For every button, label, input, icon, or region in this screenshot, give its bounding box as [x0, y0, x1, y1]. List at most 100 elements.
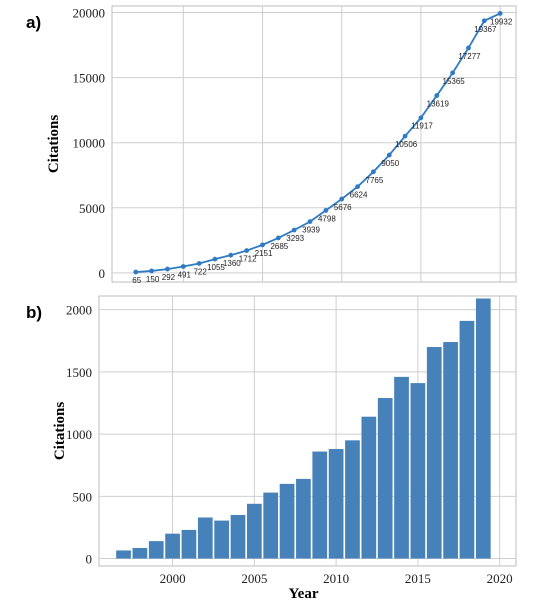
panel-a-y-tick-label: 15000: [73, 71, 106, 86]
panel-b-bar-2019: [475, 298, 491, 559]
panel-b-x-axis-label: Year: [289, 586, 319, 602]
panel-a-point: [244, 248, 250, 253]
panel-a-point: [307, 219, 313, 225]
panel-a-point: [165, 266, 170, 272]
panel-b-bar-2012: [361, 416, 377, 559]
panel-a-data-label: 3939: [302, 226, 320, 235]
panel-b-bar-2018: [459, 320, 475, 559]
panel-a-point: [497, 10, 503, 16]
panel-a-y-tick-label: 0: [99, 266, 106, 281]
panel-b-letter: b): [26, 303, 42, 322]
panel-b-bar-1999: [148, 541, 164, 559]
panel-a-data-label: 722: [193, 267, 207, 276]
panel-a-data-label: 13619: [427, 100, 450, 109]
panel-a-point: [481, 18, 487, 24]
panel-a-point: [466, 45, 471, 51]
panel-b-y-tick-label: 0: [86, 552, 93, 567]
panel-a-point: [275, 235, 281, 241]
panel-a-data-label: 1712: [239, 255, 257, 264]
panel-a-data-label: 17277: [458, 52, 481, 61]
panel-b-bar-1998: [132, 547, 148, 559]
panel-a-letter: a): [26, 13, 41, 32]
panel-a-data-label: 292: [162, 273, 176, 282]
panel-b-bar-2007: [279, 483, 295, 559]
panel-a-point: [402, 133, 408, 139]
panel-a-point: [228, 252, 234, 258]
panel-a-series-line: [135, 12, 501, 273]
panel-a-y-axis-label: Citations: [46, 115, 62, 174]
panel-b-bar-2000: [165, 533, 180, 559]
panel-b-bar-chart: b) 0 500 1000 1500 2000 2000 2005 2010 2015 2020…: [26, 295, 517, 602]
panel-a-data-label: 11917: [411, 122, 433, 131]
panel-a-data-label: 19932: [490, 17, 513, 26]
panel-b-x-tick-label: 2005: [241, 571, 267, 586]
panel-a-y-tick-label: 10000: [73, 136, 106, 151]
panel-a-point: [371, 169, 376, 175]
panel-b-bar-2005: [246, 503, 262, 559]
panel-a-point: [196, 261, 202, 266]
panel-b-y-tick-label: 1500: [66, 365, 92, 380]
panel-b-y-tick-label: 1000: [66, 427, 92, 442]
panel-b-plot-frame: [98, 295, 517, 567]
panel-b-bar-2013: [377, 398, 393, 559]
panel-a-data-label: 2151: [255, 249, 273, 258]
panel-b-bar-2008: [296, 478, 311, 559]
panel-b-bar-2011: [345, 440, 360, 559]
panel-b-bars: [116, 298, 491, 559]
panel-b-bar-2001: [181, 529, 197, 559]
panel-a-point: [418, 115, 424, 121]
panel-b-x-ticks: 2000 2005 2010 2015 2020: [160, 571, 513, 586]
panel-b-y-tick-label: 500: [73, 489, 93, 504]
panel-b-y-ticks: 0 500 1000 1500 2000: [66, 303, 92, 567]
panel-a-y-tick-label: 20000: [73, 6, 106, 21]
panel-b-bar-2006: [263, 492, 279, 559]
panel-b-x-tick-label: 2020: [487, 571, 513, 586]
panel-b-bar-2009: [312, 451, 328, 559]
panel-a-data-label: 2685: [270, 242, 288, 251]
panel-a-point: [260, 242, 265, 248]
panel-b-bar-2002: [197, 517, 213, 559]
panel-b-y-axis-label: Citations: [52, 402, 68, 461]
panel-a-gridlines: [112, 6, 516, 282]
panel-a-point: [133, 269, 139, 275]
panel-a-data-label: 7765: [366, 176, 384, 185]
panel-a-point: [291, 227, 297, 233]
panel-a-data-label: 491: [178, 270, 192, 279]
panel-b-bar-2004: [230, 514, 246, 559]
panel-a-point: [386, 152, 392, 158]
panel-a-data-label: 10506: [395, 140, 418, 149]
panel-a-data-points: [133, 10, 503, 275]
panel-b-bar-1997: [116, 550, 131, 559]
panel-a-data-label: 19367: [474, 25, 497, 34]
panel-a-data-label: 4798: [318, 214, 336, 223]
panel-a-point: [339, 196, 345, 202]
panel-a-point: [212, 256, 218, 262]
panel-b-y-tick-label: 2000: [66, 303, 92, 318]
panel-a-data-label: 150: [146, 275, 160, 284]
panel-a-data-label: 65: [132, 276, 141, 285]
panel-b-x-tick-label: 2010: [323, 571, 349, 586]
panel-b-bar-2014: [394, 376, 409, 559]
panel-a-point: [180, 264, 186, 269]
panel-a-point: [323, 208, 329, 213]
panel-a-data-label: 15365: [443, 77, 466, 86]
panel-a-point: [355, 184, 360, 190]
panel-a-plot-frame: [111, 5, 517, 283]
panel-b-x-tick-label: 2000: [160, 571, 186, 586]
panel-a-data-label: 1055: [207, 263, 225, 272]
panel-b-bar-2010: [328, 449, 344, 559]
panel-a-y-ticks: 0 5000 10000 15000 20000: [73, 6, 106, 281]
panel-a-data-labels: 65 150 292 491 722 10551360171221512685329339…: [132, 17, 513, 285]
panel-a-point: [434, 93, 440, 98]
panel-a-data-label: 5676: [334, 203, 352, 212]
panel-a-y-tick-label: 5000: [79, 201, 105, 216]
panel-a-data-label: 6624: [350, 191, 368, 200]
panel-a-point: [450, 70, 456, 76]
panel-b-x-tick-label: 2015: [405, 571, 431, 586]
panel-a-data-label: 1360: [223, 259, 241, 268]
panel-b-bar-2003: [214, 520, 230, 559]
panel-a-data-label: 9050: [381, 159, 399, 168]
panel-b-bar-2017: [443, 342, 458, 559]
